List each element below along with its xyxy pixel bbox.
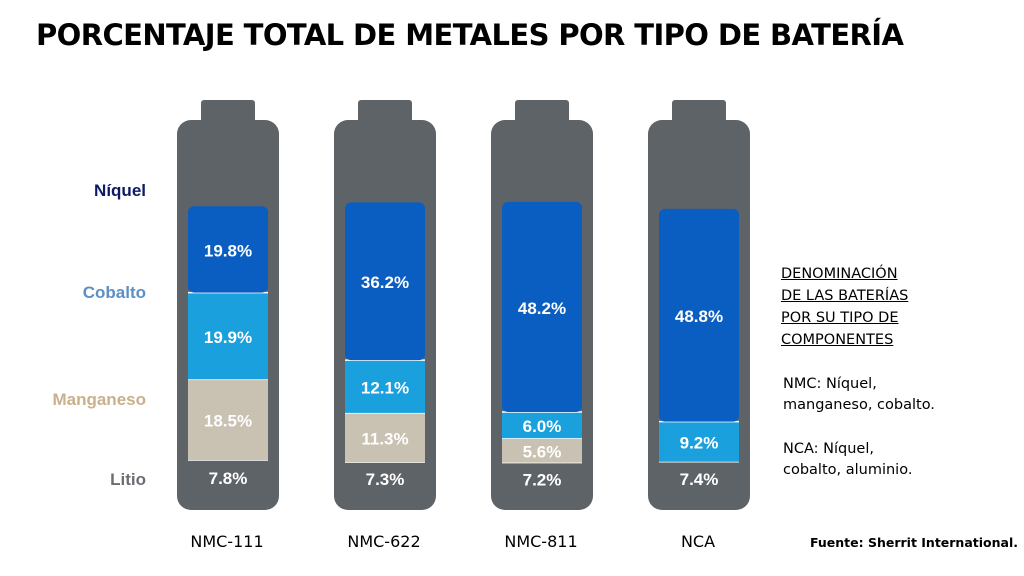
data-label: 48.2%: [518, 299, 566, 318]
data-label: 7.3%: [366, 470, 405, 489]
battery-terminal: [358, 100, 412, 126]
category-label: NMC-622: [347, 532, 420, 551]
legend-title-line: DENOMINACIÓN: [781, 266, 898, 282]
category-label: NMC-811: [504, 532, 577, 551]
data-label: 19.9%: [204, 328, 252, 347]
data-label: 36.2%: [361, 273, 409, 292]
row-label-litio: Litio: [110, 470, 146, 489]
segment-manganeso: [345, 412, 425, 463]
segment-litio: [188, 459, 268, 494]
segment-litio: [345, 462, 425, 494]
battery-terminal: [515, 100, 569, 126]
battery-terminal: [201, 100, 255, 126]
segment-cobalto: [345, 360, 425, 413]
legend-note-line: manganeso, cobalto.: [783, 397, 935, 413]
segment-manganeso: [188, 379, 268, 460]
segment-níquel: [345, 202, 425, 361]
data-label: 11.3%: [361, 430, 408, 449]
legend-title-line: POR SU TIPO DE: [781, 310, 899, 326]
data-label: 7.2%: [523, 470, 562, 489]
data-label: 7.4%: [680, 470, 719, 489]
row-label-manganeso: Manganeso: [52, 390, 146, 409]
battery-terminal: [672, 100, 726, 126]
legend-nca-note: NCA: Níquel, cobalto, aluminio.: [783, 439, 983, 481]
legend-note-line: cobalto, aluminio.: [783, 462, 913, 478]
segment-manganeso: [502, 438, 582, 463]
data-label: 5.6%: [523, 442, 562, 461]
source-note: Fuente: Sherrit International.: [809, 535, 1018, 550]
data-label: 48.8%: [675, 307, 723, 326]
category-label: NCA: [681, 532, 715, 551]
data-label: 18.5%: [204, 412, 252, 431]
legend-note-line: NCA: Níquel,: [783, 441, 874, 457]
legend-note-line: NMC: Níquel,: [783, 376, 877, 392]
legend-nmc-note: NMC: Níquel, manganeso, cobalto.: [783, 374, 983, 416]
segment-níquel: [659, 208, 739, 422]
segment-litio: [659, 461, 739, 494]
data-label: 9.2%: [680, 434, 719, 453]
data-label: 6.0%: [523, 417, 562, 436]
segment-cobalto: [188, 292, 268, 380]
segment-cobalto: [659, 421, 739, 462]
row-label-niquel: Níquel: [94, 181, 146, 200]
row-label-cobalto: Cobalto: [82, 283, 146, 302]
segment-níquel: [502, 201, 582, 413]
data-label: 19.8%: [204, 241, 252, 260]
segment-litio: [502, 462, 582, 494]
data-label: 7.8%: [209, 469, 248, 488]
legend-title-line: DE LAS BATERÍAS: [781, 288, 909, 304]
chart-title: PORCENTAJE TOTAL DE METALES POR TIPO DE …: [36, 18, 904, 52]
legend-title: DENOMINACIÓN DE LAS BATERÍAS POR SU TIPO…: [781, 263, 951, 351]
segment-cobalto: [502, 412, 582, 439]
category-label: NMC-111: [190, 532, 263, 551]
segment-níquel: [188, 206, 268, 293]
legend-title-line: COMPONENTES: [781, 332, 894, 348]
data-label: 12.1%: [361, 379, 409, 398]
